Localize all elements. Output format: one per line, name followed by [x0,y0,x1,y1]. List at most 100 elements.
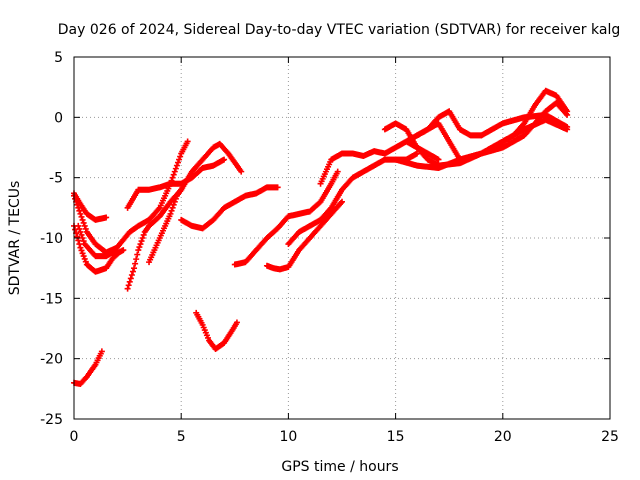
data-point [172,195,179,202]
x-tick-label: 15 [387,429,405,445]
data-point [171,168,178,175]
data-point [113,247,120,254]
data-point [98,348,105,355]
data-point [414,150,421,157]
data-point [79,235,86,241]
data-point [74,233,81,240]
data-point [78,231,85,238]
data-point [238,168,245,175]
data-point [75,222,82,229]
data-point [132,260,139,267]
data-point [78,247,85,254]
y-tick-label: -15 [40,291,63,307]
data-point [140,231,147,238]
data-point [127,275,134,282]
data-point [171,198,178,205]
data-series-track-j [193,309,240,353]
x-tick-label: 20 [494,429,512,445]
data-series-track-o [381,120,442,163]
y-tick-label: -25 [40,412,63,428]
data-point [339,198,345,205]
data-point [125,282,132,289]
data-series-track-i [178,184,281,232]
data-point [170,201,177,208]
data-point [80,219,87,226]
data-point [176,156,183,163]
data-point [128,272,135,279]
y-tick-label: -20 [40,352,63,368]
data-point [79,250,86,257]
x-tick-label: 25 [601,429,619,445]
data-point [184,138,191,145]
data-point [167,210,174,217]
data-series-track-r [392,99,571,172]
data-point [79,216,86,223]
y-tick-label: -10 [40,231,63,247]
data-point [129,268,136,275]
data-point [81,255,88,262]
y-tick-label: 0 [54,110,63,126]
data-point [135,247,142,254]
axis-ticks: 0 5 10 15 20 25 -25 -20 -15 -10 -5 0 5 [40,50,619,445]
data-series-track-a [71,348,105,388]
y-axis-label: SDTVAR / TECUs [7,181,23,296]
y-tick-label: -5 [49,171,63,187]
data-series-track-u [478,111,571,139]
data-series-track-f [124,140,245,292]
data-point [103,214,110,221]
data-point [221,156,228,163]
x-tick-label: 10 [279,429,297,445]
data-point [77,228,84,235]
data-point [168,207,175,214]
data-point [169,174,176,181]
data-series-track-g [124,156,228,211]
x-tick-label: 5 [177,429,186,445]
data-point [564,108,571,115]
data-point [178,186,185,193]
chart-title: Day 026 of 2024, Sidereal Day-to-day VTE… [58,22,620,38]
data-series-track-e [75,222,120,260]
data-point [138,238,145,245]
data-points [71,87,571,388]
data-point [76,241,83,248]
data-point [131,265,138,272]
data-point [133,256,140,263]
data-point [77,210,84,217]
data-point [124,285,131,292]
data-point [169,204,176,211]
data-point [274,184,281,191]
data-series-track-k [231,168,341,268]
data-point [170,171,177,178]
data-point [136,244,143,251]
data-point [233,319,240,326]
data-point [173,162,180,169]
data-point [174,159,181,166]
data-point [134,251,141,258]
data-point [435,156,442,163]
x-axis-label: GPS time / hours [281,459,398,475]
y-tick-label: 5 [54,50,63,66]
data-point [82,225,89,232]
data-series-track-q [414,108,485,139]
data-series-track-h [146,186,185,266]
data-point [177,153,184,160]
data-point [564,123,571,130]
data-point [82,258,89,265]
data-point [126,278,133,285]
x-tick-label: 0 [70,429,79,445]
data-series-track-m [285,150,421,248]
data-point [80,253,87,260]
grid [74,57,610,419]
data-point [137,241,144,248]
data-point [76,225,83,232]
data-point [139,235,146,241]
data-point [77,244,84,251]
data-point [120,247,127,254]
data-point [80,238,87,245]
data-point [172,165,179,172]
data-point [81,222,88,229]
data-point [334,168,341,175]
data-point [78,213,85,220]
data-series-track-d [71,190,110,223]
